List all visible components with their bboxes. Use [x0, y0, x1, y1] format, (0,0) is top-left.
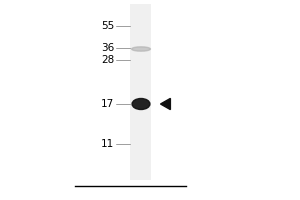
Text: 36: 36 — [101, 43, 114, 53]
Text: 17: 17 — [101, 99, 114, 109]
Bar — [130, 4, 152, 180]
Text: 28: 28 — [101, 55, 114, 65]
Text: 11: 11 — [101, 139, 114, 149]
Ellipse shape — [132, 98, 150, 110]
Polygon shape — [160, 98, 170, 110]
Ellipse shape — [132, 47, 150, 51]
Text: 55: 55 — [101, 21, 114, 31]
